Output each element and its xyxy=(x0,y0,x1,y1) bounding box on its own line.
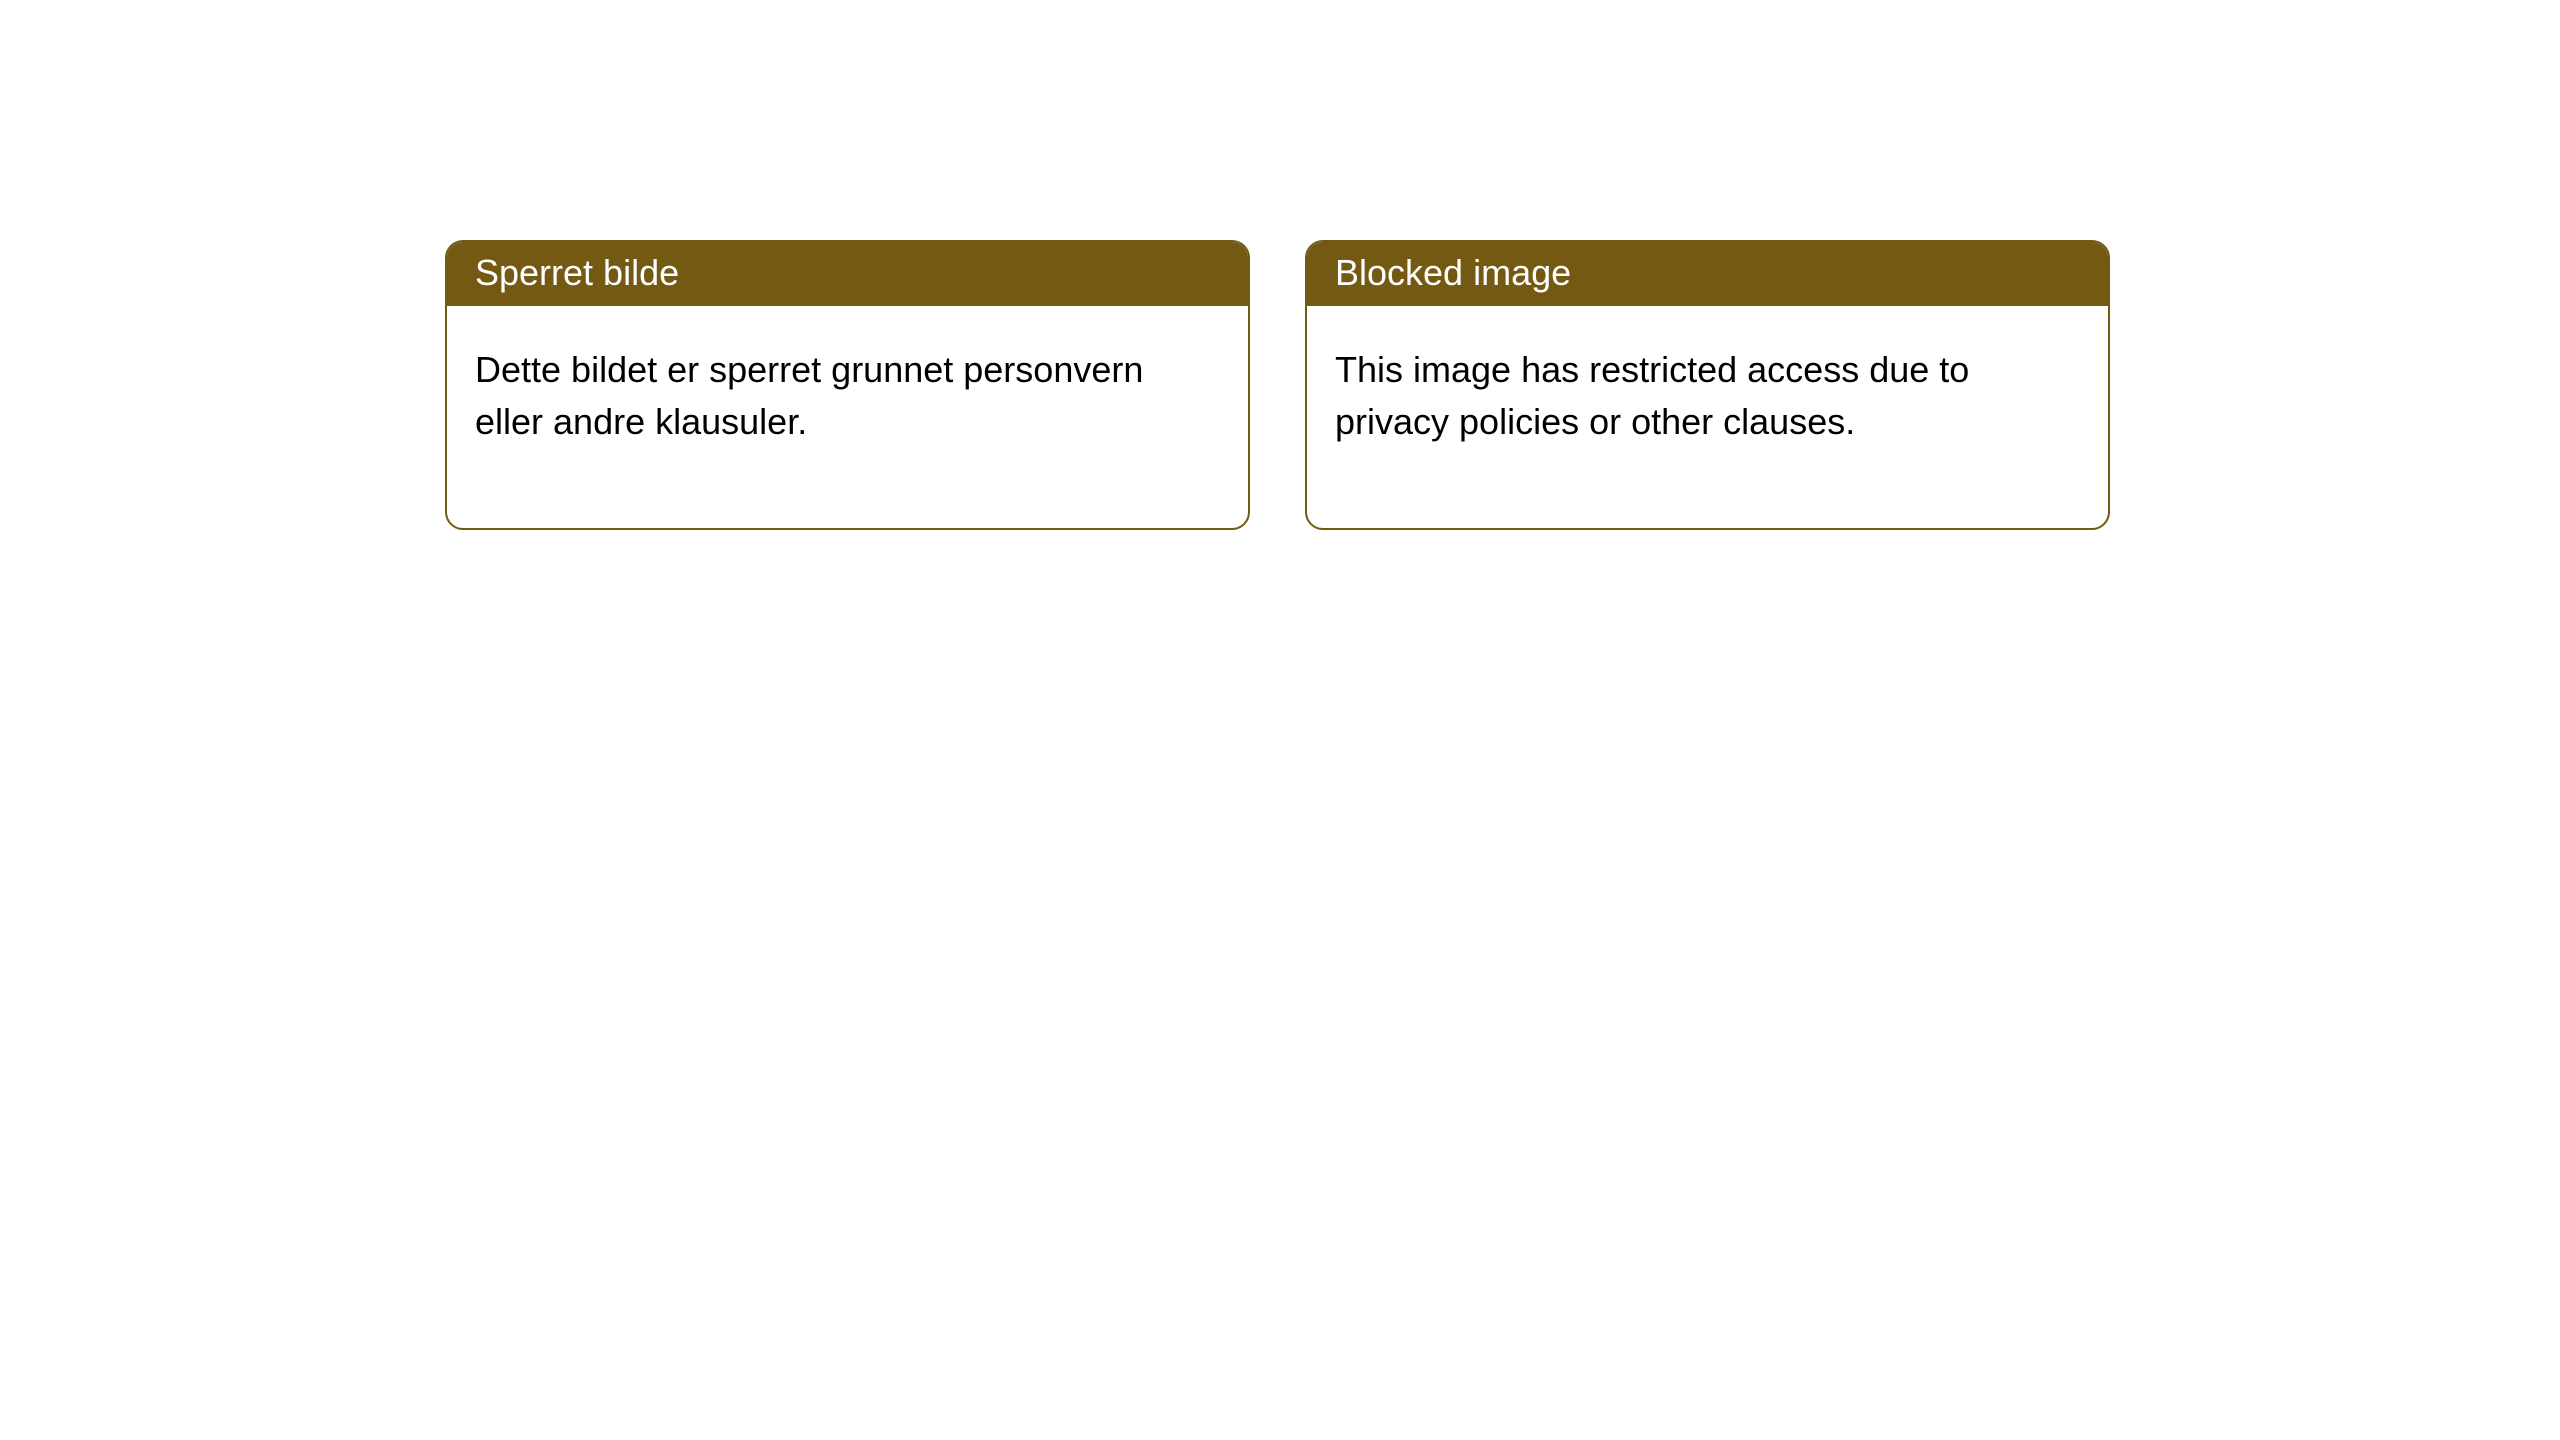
card-body: Dette bildet er sperret grunnet personve… xyxy=(447,306,1248,528)
card-body: This image has restricted access due to … xyxy=(1307,306,2108,528)
notice-card-norwegian: Sperret bilde Dette bildet er sperret gr… xyxy=(445,240,1250,530)
card-body-text: Dette bildet er sperret grunnet personve… xyxy=(475,349,1143,442)
notice-card-english: Blocked image This image has restricted … xyxy=(1305,240,2110,530)
notice-cards-container: Sperret bilde Dette bildet er sperret gr… xyxy=(445,240,2110,530)
card-header: Sperret bilde xyxy=(447,242,1248,306)
card-title: Blocked image xyxy=(1335,252,1571,293)
card-body-text: This image has restricted access due to … xyxy=(1335,349,1969,442)
card-header: Blocked image xyxy=(1307,242,2108,306)
card-title: Sperret bilde xyxy=(475,252,679,293)
